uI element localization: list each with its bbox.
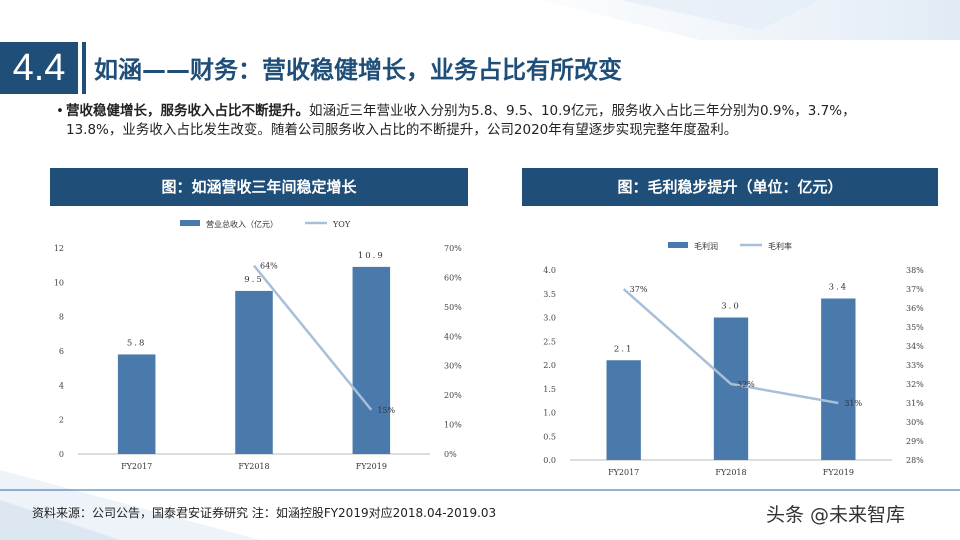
y-tick-label: 3.0 (543, 314, 556, 323)
x-tick-label: FY2017 (121, 462, 152, 471)
bar (117, 354, 156, 454)
y-tick-label: 3.5 (543, 290, 556, 299)
bar-value-label: 3.0 (721, 302, 741, 312)
section-number: 4.4 (0, 42, 78, 94)
bullet-text: 如涵近三年营业收入分别为5.8、9.5、10.9亿元，服务收入占比三年分别为0.… (66, 103, 856, 138)
section-divider (82, 42, 86, 94)
line-value-label: 31% (844, 399, 862, 408)
bar (235, 290, 273, 454)
y2-tick-label: 0% (444, 450, 457, 459)
y2-tick-label: 30% (444, 362, 462, 371)
x-tick-label: FY2018 (238, 462, 269, 471)
series-line (253, 264, 373, 411)
y2-tick-label: 70% (444, 244, 462, 253)
y-tick-label: 0 (59, 450, 64, 459)
y2-tick-label: 34% (906, 342, 924, 351)
y2-tick-label: 35% (906, 323, 924, 332)
y2-tick-label: 33% (906, 361, 924, 370)
y-tick-label: 4 (59, 381, 64, 390)
y-tick-label: 6 (59, 347, 64, 356)
bar (352, 266, 391, 454)
bar-value-label: 5.8 (127, 338, 147, 348)
legend-line-label: 毛利率 (768, 241, 792, 251)
y2-tick-label: 20% (444, 391, 462, 400)
y-tick-label: 8 (59, 313, 64, 322)
y-tick-label: 10 (54, 278, 64, 287)
y2-tick-label: 50% (444, 303, 462, 312)
y2-tick-label: 31% (906, 399, 924, 408)
bar-value-label: 2.1 (614, 344, 634, 354)
y-tick-label: 1.5 (543, 385, 556, 394)
x-tick-label: FY2018 (715, 468, 746, 477)
revenue-chart: 营业总收入（亿元） YOY 0 2 4 6 8 10 12 0% 10% 20% 30% 40% 50% 60… (54, 219, 462, 471)
y-tick-label: 12 (54, 244, 64, 253)
bar-value-label: 9.5 (244, 275, 264, 285)
bar (606, 360, 641, 460)
y2-tick-label: 29% (906, 437, 924, 446)
line-value-label: 15% (377, 406, 395, 415)
series-line (622, 288, 839, 405)
y2-tick-label: 30% (906, 418, 924, 427)
page-title: 如涵——财务：营收稳健增长，业务占比有所改变 (94, 56, 622, 84)
x-tick-label: FY2019 (823, 468, 854, 477)
summary-bullet: • 营收稳健增长，服务收入占比不断提升。如涵近三年营业收入分别为5.8、9.5、… (56, 102, 896, 140)
y-tick-label: 4.0 (543, 266, 556, 275)
y-tick-label: 0.0 (543, 456, 556, 465)
y2-tick-label: 60% (444, 273, 462, 282)
line-value-label: 32% (737, 380, 755, 389)
y2-tick-label: 10% (444, 421, 462, 430)
bullet-bold: 营收稳健增长，服务收入占比不断提升。 (66, 103, 309, 119)
legend-bar-swatch (668, 242, 688, 248)
y-tick-label: 2.5 (543, 337, 556, 346)
y2-tick-label: 28% (906, 456, 924, 465)
y2-tick-label: 37% (906, 285, 924, 294)
watermark: 头条 @未来智库 (766, 504, 906, 526)
gross-profit-chart: 毛利润 毛利率 0.0 0.5 1.0 1.5 2.0 2.5 3.0 3.5 4.0 28% 29% 3… (543, 241, 924, 477)
y-tick-label: 2 (59, 416, 64, 425)
source-footnote: 资料来源：公司公告，国泰君安证券研究 注：如涵控股FY2019对应2018.04… (32, 506, 497, 520)
y-tick-label: 1.0 (543, 409, 556, 418)
y2-tick-label: 40% (444, 332, 462, 341)
chart-left-title: 图：如涵营收三年间稳定增长 (50, 168, 468, 206)
x-tick-label: FY2019 (356, 462, 387, 471)
bar-value-label: 3.4 (829, 283, 849, 293)
legend-bar-swatch (180, 220, 200, 226)
y-tick-label: 2.0 (543, 361, 556, 370)
legend-bar-label: 营业总收入（亿元） (206, 219, 278, 229)
y2-tick-label: 36% (906, 304, 924, 313)
line-value-label: 64% (260, 262, 278, 271)
chart-right-title: 图：毛利稳步提升（单位：亿元） (522, 168, 938, 206)
bar-value-label: 10.9 (358, 251, 385, 261)
bar (713, 317, 749, 460)
y-tick-label: 0.5 (543, 432, 556, 441)
y2-tick-label: 32% (906, 380, 924, 389)
x-tick-label: FY2017 (608, 468, 639, 477)
bullet-marker: • (56, 103, 64, 119)
line-value-label: 37% (630, 285, 648, 294)
legend-bar-label: 毛利润 (694, 241, 718, 251)
y2-tick-label: 38% (906, 266, 924, 275)
bar (821, 298, 856, 460)
legend-line-label: YOY (332, 220, 351, 229)
